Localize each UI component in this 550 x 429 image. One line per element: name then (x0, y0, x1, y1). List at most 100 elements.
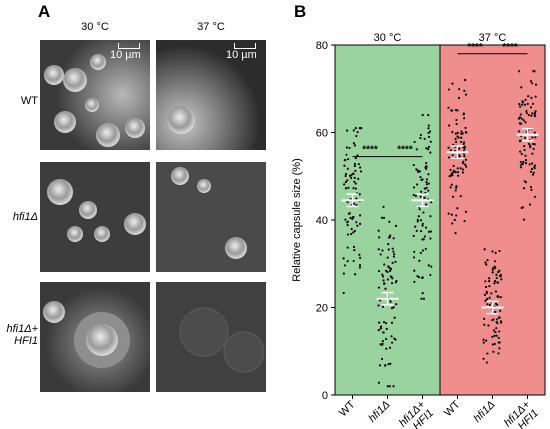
data-point (534, 110, 537, 113)
data-point (387, 265, 390, 268)
data-point (455, 122, 458, 126)
data-point (493, 342, 496, 346)
data-point (462, 117, 466, 120)
data-point (392, 385, 395, 388)
data-point (459, 140, 463, 144)
data-point (524, 154, 527, 157)
data-point (417, 215, 420, 218)
data-point (500, 321, 503, 324)
data-point (415, 148, 418, 151)
data-point (463, 145, 467, 148)
data-point (488, 296, 491, 299)
data-point (414, 225, 417, 228)
data-point (449, 168, 452, 171)
data-point (457, 96, 461, 99)
data-point (347, 186, 350, 189)
data-point (419, 136, 422, 140)
data-point (412, 234, 415, 237)
data-point (498, 269, 501, 272)
data-point (534, 95, 537, 98)
data-point (491, 271, 494, 274)
data-point (381, 275, 385, 278)
data-point (452, 164, 455, 168)
data-point (528, 163, 531, 166)
data-point (357, 177, 360, 181)
data-point (482, 341, 485, 344)
data-point (531, 102, 535, 105)
data-point (345, 153, 348, 156)
data-point (485, 361, 488, 364)
data-point (424, 226, 428, 229)
data-point (422, 238, 425, 241)
data-point (462, 142, 465, 146)
data-point (378, 321, 381, 324)
data-point (521, 100, 524, 103)
data-point (498, 316, 501, 319)
data-point (457, 136, 460, 139)
data-point (482, 338, 485, 341)
data-point (389, 268, 393, 271)
data-point (377, 381, 381, 384)
micrograph-wt-30c: 10 µm (40, 40, 150, 150)
data-point (394, 260, 397, 263)
data-point (422, 211, 425, 214)
data-point (486, 259, 489, 262)
data-point (350, 176, 353, 180)
x-tick-label: WT (337, 398, 358, 419)
data-point (392, 237, 395, 240)
data-point (463, 89, 466, 92)
data-point (533, 195, 537, 198)
data-point (455, 118, 458, 122)
data-point (450, 183, 453, 186)
data-point (388, 346, 392, 349)
data-point (344, 187, 348, 190)
data-point (456, 167, 459, 170)
y-tick-label: 20 (316, 303, 328, 315)
data-point (493, 282, 496, 285)
data-point (415, 168, 418, 171)
data-point (491, 319, 494, 322)
y-tick-label: 0 (322, 390, 328, 402)
data-point (454, 140, 458, 143)
data-point (355, 134, 358, 138)
data-point (429, 273, 432, 277)
row-label-hfi1: hfi1Δ (2, 211, 38, 223)
data-point (353, 144, 357, 147)
data-point (482, 357, 485, 360)
data-point (517, 70, 521, 73)
data-point (385, 269, 388, 272)
data-point (464, 158, 468, 161)
data-point (521, 103, 524, 106)
data-point (427, 148, 430, 151)
data-point (493, 334, 496, 337)
data-point (531, 173, 535, 176)
data-point (429, 230, 433, 233)
data-point (450, 172, 453, 175)
data-point (418, 208, 421, 211)
data-point (389, 234, 392, 237)
data-point (484, 261, 487, 264)
data-point (527, 142, 531, 145)
data-point (389, 362, 392, 365)
data-point (498, 330, 501, 333)
data-point (523, 218, 526, 221)
data-point (377, 286, 381, 289)
data-point (533, 131, 536, 134)
data-point (382, 279, 385, 282)
data-point (342, 291, 345, 295)
micrograph-hfi1-complemented-30c (40, 282, 150, 392)
data-point (423, 187, 426, 190)
data-point (380, 357, 384, 361)
data-point (354, 156, 357, 160)
data-point (385, 327, 388, 331)
data-point (492, 329, 496, 332)
data-point (343, 183, 346, 186)
data-point (495, 320, 498, 324)
data-point (381, 305, 385, 308)
data-point (377, 248, 380, 251)
data-point (454, 108, 458, 112)
data-point (346, 179, 349, 182)
data-point (485, 263, 488, 266)
data-point (395, 303, 398, 306)
data-point (498, 347, 501, 350)
